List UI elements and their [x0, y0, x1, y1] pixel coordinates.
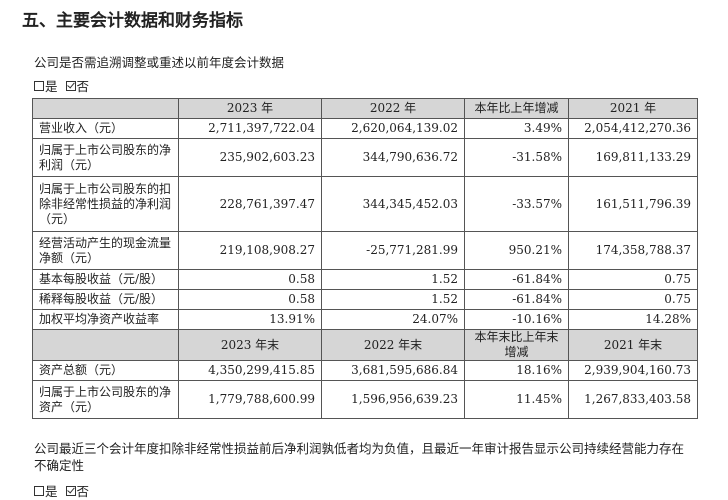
- value-cell: 3,681,595,686.84: [321, 360, 465, 381]
- table-header-row: 2023 年 2022 年 本年比上年增减 2021 年: [32, 98, 698, 119]
- restate-options: 是 否: [34, 76, 95, 95]
- value-cell: 228,761,397.47: [178, 176, 322, 232]
- value-cell: 3.49%: [464, 118, 569, 139]
- value-cell: 4,350,299,415.85: [178, 360, 322, 381]
- financial-indicators-table: 2023 年 2022 年 本年比上年增减 2021 年 营业收入（元） 2,7…: [32, 98, 698, 419]
- header-cell: 2021 年末: [568, 329, 698, 361]
- value-cell: 0.58: [178, 269, 322, 290]
- restate-yes-option[interactable]: 是: [34, 76, 58, 95]
- table-row: 稀释每股收益（元/股） 0.58 1.52 -61.84% 0.75: [32, 289, 698, 310]
- going-concern-no-option[interactable]: 否: [65, 481, 89, 500]
- value-cell: 2,939,904,160.73: [568, 360, 698, 381]
- value-cell: 161,511,796.39: [568, 176, 698, 232]
- value-cell: 1,779,788,600.99: [178, 380, 322, 419]
- value-cell: 14.28%: [568, 309, 698, 330]
- table-row: 归属于上市公司股东的扣除非经常性损益的净利润（元） 228,761,397.47…: [32, 176, 698, 232]
- value-cell: 174,358,788.37: [568, 231, 698, 270]
- value-cell: -33.57%: [464, 176, 569, 232]
- value-cell: -31.58%: [464, 138, 569, 177]
- value-cell: 13.91%: [178, 309, 322, 330]
- value-cell: 11.45%: [464, 380, 569, 419]
- value-cell: 2,620,064,139.02: [321, 118, 465, 139]
- row-label: 归属于上市公司股东的扣除非经常性损益的净利润（元）: [32, 176, 179, 232]
- value-cell: 235,902,603.23: [178, 138, 322, 177]
- unchecked-box-icon[interactable]: [34, 485, 44, 496]
- value-cell: 1.52: [321, 289, 465, 310]
- table-row: 基本每股收益（元/股） 0.58 1.52 -61.84% 0.75: [32, 269, 698, 290]
- row-label: 稀释每股收益（元/股）: [32, 289, 179, 310]
- value-cell: -61.84%: [464, 269, 569, 290]
- header-cell: 2021 年: [568, 98, 698, 119]
- value-cell: 344,790,636.72: [321, 138, 465, 177]
- row-label: 资产总额（元）: [32, 360, 179, 381]
- header-cell: 2023 年: [178, 98, 322, 119]
- value-cell: 24.07%: [321, 309, 465, 330]
- header-cell: 2023 年末: [178, 329, 322, 361]
- table-row: 归属于上市公司股东的净利润（元） 235,902,603.23 344,790,…: [32, 138, 698, 177]
- row-label: 营业收入（元）: [32, 118, 179, 139]
- row-label: 基本每股收益（元/股）: [32, 269, 179, 290]
- value-cell: 0.75: [568, 269, 698, 290]
- header-cell: 本年比上年增减: [464, 98, 569, 119]
- row-label: 加权平均净资产收益率: [32, 309, 179, 330]
- value-cell: 344,345,452.03: [321, 176, 465, 232]
- header-cell: 本年末比上年末增减: [464, 329, 569, 361]
- going-concern-question: 公司最近三个会计年度扣除非经常性损益前后净利润孰低者均为负值，且最近一年审计报告…: [34, 441, 685, 473]
- value-cell: 2,054,412,270.36: [568, 118, 698, 139]
- header-cell: [32, 329, 179, 361]
- row-label: 经营活动产生的现金流量净额（元）: [32, 231, 179, 270]
- value-cell: 2,711,397,722.04: [178, 118, 322, 139]
- table-row: 营业收入（元） 2,711,397,722.04 2,620,064,139.0…: [32, 118, 698, 139]
- value-cell: 18.16%: [464, 360, 569, 381]
- value-cell: 1,267,833,403.58: [568, 380, 698, 419]
- row-label: 归属于上市公司股东的净资产（元）: [32, 380, 179, 419]
- value-cell: 169,811,133.29: [568, 138, 698, 177]
- going-concern-yes-option[interactable]: 是: [34, 481, 58, 500]
- table-header-row: 2023 年末 2022 年末 本年末比上年末增减 2021 年末: [32, 329, 698, 361]
- row-label: 归属于上市公司股东的净利润（元）: [32, 138, 179, 177]
- header-cell: 2022 年末: [321, 329, 465, 361]
- value-cell: 1.52: [321, 269, 465, 290]
- value-cell: 0.58: [178, 289, 322, 310]
- section-heading: 五、主要会计数据和财务指标: [22, 11, 243, 31]
- value-cell: 219,108,908.27: [178, 231, 322, 270]
- value-cell: -25,771,281.99: [321, 231, 465, 270]
- table-row: 加权平均净资产收益率 13.91% 24.07% -10.16% 14.28%: [32, 309, 698, 330]
- table-row: 归属于上市公司股东的净资产（元） 1,779,788,600.99 1,596,…: [32, 380, 698, 419]
- value-cell: -10.16%: [464, 309, 569, 330]
- checked-box-icon[interactable]: [65, 80, 76, 91]
- value-cell: 1,596,956,639.23: [321, 380, 465, 419]
- checked-box-icon[interactable]: [65, 485, 76, 496]
- table-row: 资产总额（元） 4,350,299,415.85 3,681,595,686.8…: [32, 360, 698, 381]
- header-cell: [32, 98, 179, 119]
- going-concern-options: 是 否: [34, 481, 95, 500]
- restate-question: 公司是否需追溯调整或重述以前年度会计数据: [34, 55, 285, 70]
- value-cell: 950.21%: [464, 231, 569, 270]
- restate-no-option[interactable]: 否: [65, 76, 89, 95]
- header-cell: 2022 年: [321, 98, 465, 119]
- value-cell: 0.75: [568, 289, 698, 310]
- table-row: 经营活动产生的现金流量净额（元） 219,108,908.27 -25,771,…: [32, 231, 698, 270]
- unchecked-box-icon[interactable]: [34, 80, 44, 91]
- value-cell: -61.84%: [464, 289, 569, 310]
